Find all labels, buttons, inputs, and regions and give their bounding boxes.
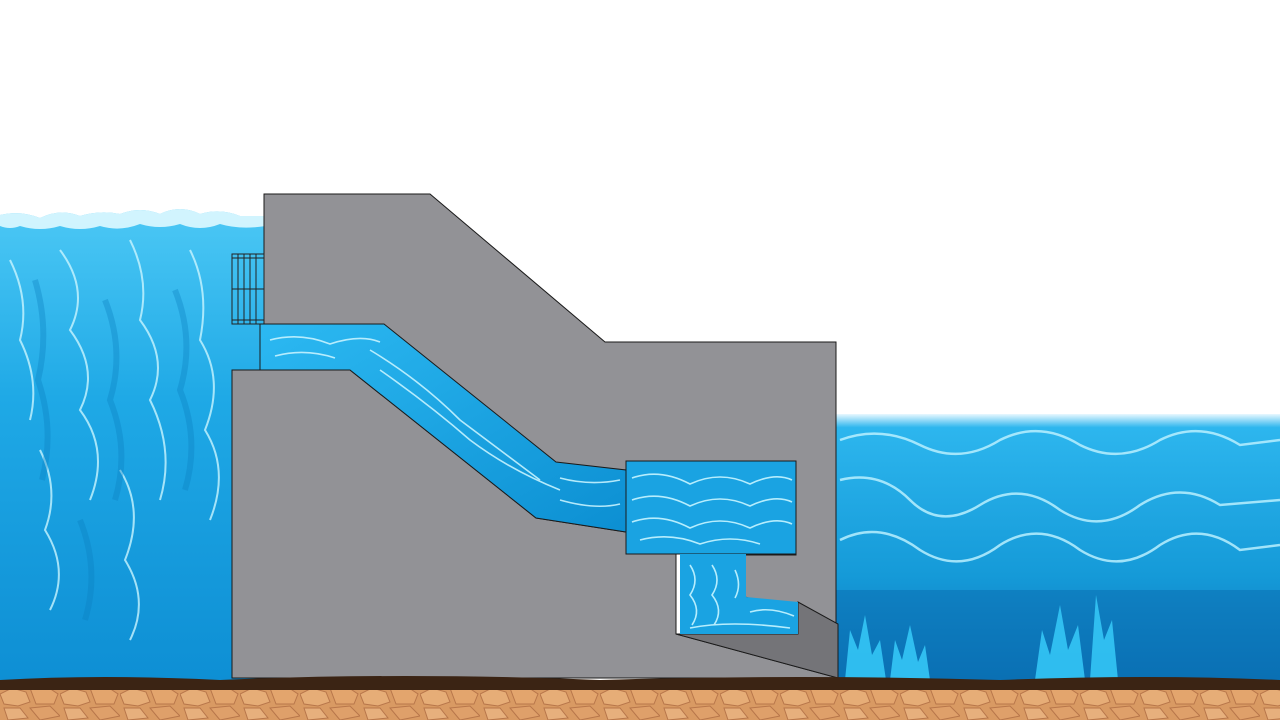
bedrock xyxy=(0,690,1280,720)
draft-tube xyxy=(680,554,798,634)
trash-rack xyxy=(231,253,265,325)
tailwater xyxy=(836,414,1280,684)
reservoir-water xyxy=(0,209,266,680)
turbine-chamber xyxy=(625,460,797,555)
tailwater-wave-lines xyxy=(839,429,1280,563)
reservoir-depth-streaks xyxy=(32,279,195,621)
reservoir-surface-foam xyxy=(0,209,266,229)
tailwater-splash xyxy=(845,595,1118,680)
reservoir-wave-highlights xyxy=(9,239,220,641)
ground xyxy=(0,676,1280,720)
penstock xyxy=(259,323,627,533)
soil-layer xyxy=(0,676,1280,692)
reservoir xyxy=(0,209,266,680)
